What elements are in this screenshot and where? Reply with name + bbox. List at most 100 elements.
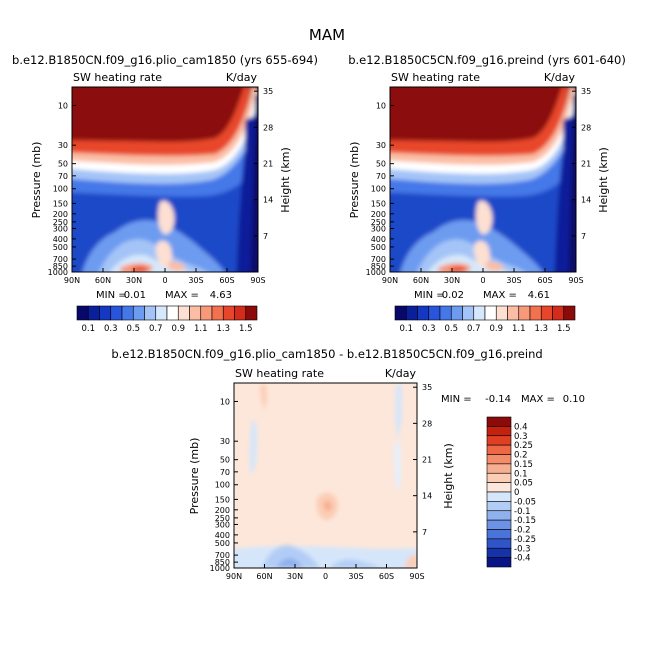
panel-2-ytick-right-label: 7 (581, 232, 586, 241)
panel-3-colorbar-swatch (486, 454, 512, 465)
panel-1-ytick-label: 100 (53, 185, 68, 194)
panel-1-ytick-label: 400 (53, 235, 68, 244)
panel-3-title: b.e12.B1850CN.f09_g16.plio_cam1850 - b.e… (111, 347, 542, 361)
panel-3-colorbar-label: 0.1 (514, 469, 528, 479)
panel-1-ytick-label: 70 (58, 172, 68, 181)
panel-3-colorbar-swatch (486, 538, 512, 549)
panel-2-colorbar-label: 0.1 (399, 324, 413, 334)
panel-2-xtick-label: 90N (382, 276, 398, 285)
panel-1-ytick-right-label: 14 (263, 196, 273, 205)
panel-2-ytick-right-label: 28 (581, 123, 591, 132)
panel-2-xtick-label: 0 (480, 276, 485, 285)
panel-1-ytick-label: 50 (58, 160, 68, 169)
panel-2-ytick-right-label: 21 (581, 160, 591, 169)
panel-3-ytick-label: 850 (215, 558, 230, 567)
panel-2-colorbar-swatch (518, 305, 531, 321)
panel-1-colorbar-swatch (121, 305, 134, 321)
panel-3-xtick-label: 60S (379, 572, 394, 581)
panel-2-colorbar-swatch (428, 305, 441, 321)
panel-1-ytick-label: 150 (53, 199, 68, 208)
panel-2-ytick-label: 500 (371, 243, 386, 252)
panel-1-min-value: 0.01 (124, 290, 146, 301)
panel-2-colorbar-swatch (462, 305, 475, 321)
panel-2-colorbar-label: 1.1 (512, 324, 526, 334)
panel-2-colorbar-swatch (417, 305, 430, 321)
panel-1-min-label: MIN = (96, 290, 127, 301)
panel-2-min-value: 0.02 (442, 290, 464, 301)
panel-2-colorbar-swatch (507, 305, 520, 321)
panel-1-ytick-label: 250 (53, 218, 68, 227)
panel-2-colorbar-swatch (394, 305, 407, 321)
panel-3-xticks: 90N 60N 30N 0 30S 60S 90S (226, 564, 425, 581)
panel-1-colorbar-swatch (144, 305, 157, 321)
panel-2-colorbar-label: 0.3 (422, 324, 436, 334)
panel-3-ytick-label: 30 (220, 437, 230, 446)
panel-3-colorbar-swatch (486, 444, 512, 455)
panel-2-ytick-label: 50 (376, 160, 386, 169)
panel-1-colorbar-swatch (87, 305, 100, 321)
panel-1-colorbar-swatch (245, 305, 258, 321)
panel-2-ytick-label: 850 (371, 262, 386, 271)
panel-2-ytick-label: 400 (371, 235, 386, 244)
panel-1-colorbar: 0.1 0.3 0.5 0.7 0.9 1.1 1.3 1.5 (76, 305, 258, 334)
panel-2-colorbar-swatch (529, 305, 542, 321)
panel-2-xtick-label: 60S (537, 276, 552, 285)
panel-3-colorbar-swatch (486, 547, 512, 558)
panel-2-colorbar-swatch (495, 305, 508, 321)
panel-1-ytick-label: 500 (53, 243, 68, 252)
panel-2-colorbar-label: 0.5 (444, 324, 458, 334)
panel-3-ylabel: Pressure (mb) (188, 438, 201, 515)
panel-2-variable: SW heating rate (391, 71, 480, 84)
panel-1-ytick-label: 10 (58, 101, 68, 110)
panel-1-max-label: MAX = (165, 290, 199, 301)
panel-3-colorbar-swatch (486, 557, 512, 568)
panel-1-colorbar-swatch (189, 305, 202, 321)
panel-1-colorbar-swatch (211, 305, 224, 321)
panel-2-xtick-label: 90S (568, 276, 583, 285)
panel-1-colorbar-label: 0.1 (81, 324, 95, 334)
panel-3-colorbar-swatch (486, 491, 512, 502)
panel-2-colorbar-swatch (484, 305, 497, 321)
panel-1-colorbar-label: 0.7 (149, 324, 163, 334)
panel-2-ytick-label: 300 (371, 224, 386, 233)
panel-3-ytick-label: 500 (215, 539, 230, 548)
panel-3-colorbar-label: 0.4 (514, 422, 528, 432)
panel-3-variable: SW heating rate (235, 367, 324, 380)
figure-title: MAM (309, 26, 345, 44)
panel-3-colorbar-label: 0.2 (514, 451, 528, 461)
panel-1-heatmap (72, 87, 258, 272)
panel-3-colorbar-swatch (486, 416, 512, 427)
panel-3-ytick-label: 400 (215, 531, 230, 540)
panel-2-ylabel: Pressure (mb) (348, 142, 361, 219)
panel-3-ytick-label: 200 (215, 506, 230, 515)
panel-1-xtick-label: 90N (64, 276, 80, 285)
panel-1: b.e12.B1850CN.f09_g16.plio_cam1850 (yrs … (12, 53, 318, 334)
panel-2-colorbar-swatch (405, 305, 418, 321)
panel-3-ytick-right-label: 35 (422, 383, 432, 392)
panel-1-xtick-label: 60N (95, 276, 111, 285)
panel-3: b.e12.B1850CN.f09_g16.plio_cam1850 - b.e… (111, 347, 585, 581)
panel-2-ytick-label: 150 (371, 199, 386, 208)
panel-3-colorbar-label: -0.05 (514, 497, 536, 507)
panel-1-xtick-label: 60S (219, 276, 234, 285)
panel-3-colorbar-label: -0.3 (514, 544, 531, 554)
panel-3-ytick-right-label: 14 (422, 492, 432, 501)
panel-2-colorbar-swatch (473, 305, 486, 321)
panel-1-ytick-label: 850 (53, 262, 68, 271)
panel-2-ytick-label: 100 (371, 185, 386, 194)
panel-1-colorbar-label: 0.9 (171, 324, 185, 334)
panel-1-colorbar-swatch (200, 305, 213, 321)
panel-3-ytick-right-label: 7 (422, 528, 427, 537)
panel-3-colorbar-label: -0.25 (514, 535, 536, 545)
panel-2-xtick-label: 60N (413, 276, 429, 285)
panel-1-colorbar-label: 0.5 (126, 324, 140, 334)
panel-3-xtick-label: 30S (348, 572, 363, 581)
panel-1-ylabel-right: Height (km) (279, 147, 292, 213)
panel-3-colorbar-label: 0 (514, 488, 519, 498)
panel-3-colorbar-label: -0.15 (514, 516, 536, 526)
panel-1-ytick-right-label: 28 (263, 123, 273, 132)
panel-2-ytick-right-label: 35 (581, 87, 591, 96)
